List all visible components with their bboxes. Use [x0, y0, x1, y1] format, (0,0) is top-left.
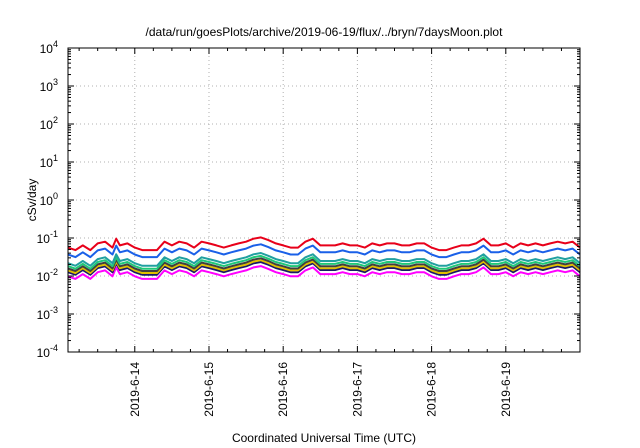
y-tick-label: 10-3	[37, 305, 58, 322]
series-line	[67, 252, 581, 267]
series-line	[67, 265, 581, 280]
x-tick-label: 2019-6-17	[350, 362, 364, 417]
series-layer	[67, 236, 581, 280]
series-line	[67, 261, 581, 276]
y-tick-label: 103	[40, 77, 58, 94]
series-line	[67, 236, 581, 252]
grid	[68, 48, 580, 352]
y-tick-label: 102	[40, 115, 58, 132]
x-tick-label: 2019-6-18	[425, 362, 439, 417]
series-line	[67, 259, 581, 274]
y-tick-label: 101	[40, 153, 58, 170]
x-axis: 2019-6-14 2019-6-15 2019-6-16 2019-6-17 2019…	[78, 48, 562, 417]
x-tick-label: 2019-6-15	[202, 362, 216, 417]
x-tick-label: 2019-6-16	[276, 362, 290, 417]
y-axis: 10-4 10-3 10-2 10-1 100 101 102 103 104	[37, 39, 580, 360]
y-tick-label: 10-4	[37, 343, 58, 360]
x-tick-label: 2019-6-14	[128, 362, 142, 417]
y-tick-label: 10-2	[37, 267, 58, 284]
y-axis-label: cSv/day	[25, 179, 39, 222]
series-line	[67, 243, 581, 259]
y-tick-label: 104	[40, 39, 58, 56]
series-line	[67, 254, 581, 270]
chart-title: /data/run/goesPlots/archive/2019-06-19/f…	[146, 25, 504, 39]
x-tick-label: 2019-6-19	[499, 362, 513, 417]
y-tick-label: 100	[40, 191, 58, 208]
y-tick-label: 10-1	[37, 229, 58, 246]
series-line	[67, 257, 581, 272]
x-axis-label: Coordinated Universal Time (UTC)	[232, 431, 416, 445]
